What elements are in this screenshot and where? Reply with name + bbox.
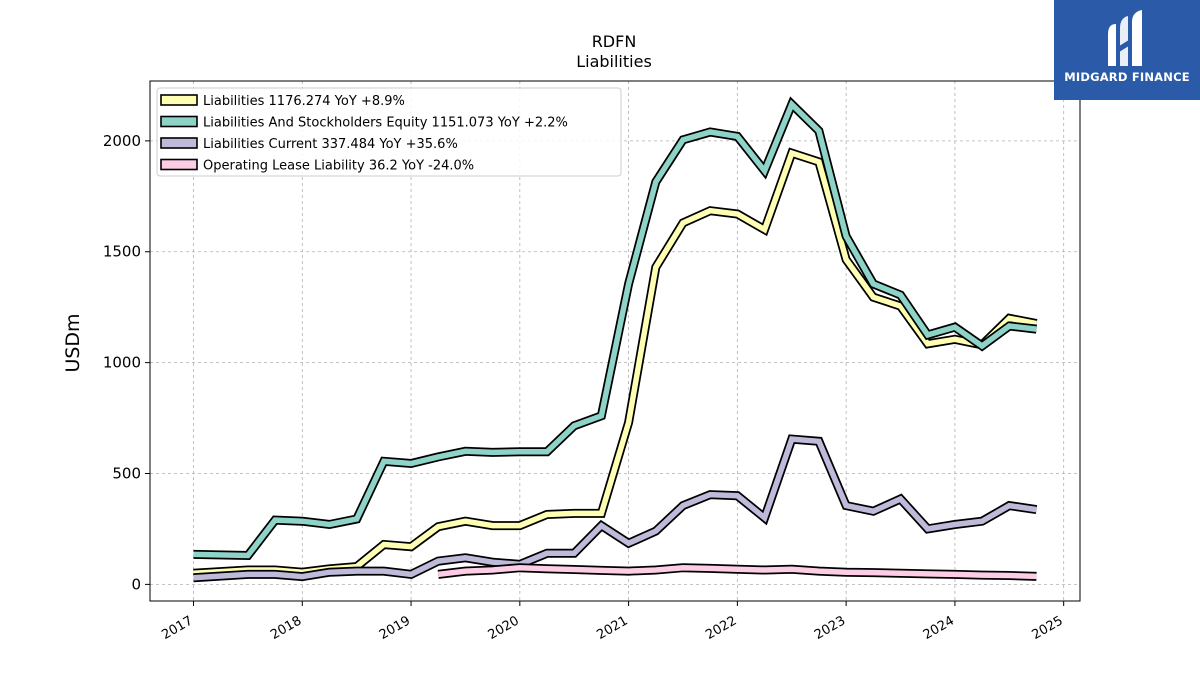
series-3 bbox=[437, 563, 1037, 581]
legend-swatch bbox=[160, 115, 198, 128]
series-2 bbox=[193, 434, 1038, 583]
legend-box bbox=[156, 87, 622, 177]
x-axis: 2017 2018 2019 2020 2021 2022 2023 2024 2025 bbox=[159, 601, 1066, 643]
legend: Liabilities 1176.274 YoY +8.9% Liabilitie… bbox=[156, 87, 622, 177]
legend-swatch bbox=[160, 94, 198, 106]
brand-name: MIDGARD FINANCE bbox=[1064, 70, 1190, 84]
midgard-logo-icon bbox=[1108, 10, 1142, 66]
x-tick-label: 2019 bbox=[377, 613, 413, 643]
chart-title: RDFN bbox=[592, 32, 637, 51]
y-axis-label: USDm bbox=[62, 313, 84, 372]
x-tick-label: 2022 bbox=[703, 613, 739, 643]
x-tick-label: 2021 bbox=[594, 613, 630, 643]
series-line bbox=[193, 99, 1037, 559]
legend-label: Liabilities Current 337.484 YoY +35.6% bbox=[203, 137, 458, 152]
x-tick-label: 2024 bbox=[921, 613, 957, 643]
chart-subtitle: Liabilities bbox=[576, 52, 652, 71]
y-tick-label: 0 bbox=[131, 575, 141, 593]
brand-logo: MIDGARD FINANCE bbox=[1054, 0, 1200, 100]
legend-swatch bbox=[160, 137, 198, 149]
y-tick-label: 500 bbox=[112, 464, 141, 482]
legend-label: Operating Lease Liability 36.2 YoY -24.0… bbox=[203, 159, 474, 174]
y-tick-label: 1000 bbox=[103, 354, 141, 372]
legend-swatch bbox=[160, 158, 198, 171]
x-tick-label: 2020 bbox=[486, 613, 522, 643]
x-tick-label: 2017 bbox=[159, 613, 195, 643]
series-line bbox=[193, 436, 1037, 581]
x-tick-label: 2023 bbox=[812, 613, 848, 643]
series-layer bbox=[193, 96, 1038, 583]
x-tick-label: 2025 bbox=[1030, 613, 1066, 643]
y-tick-label: 2000 bbox=[103, 132, 141, 150]
legend-label: Liabilities And Stockholders Equity 1151… bbox=[203, 116, 568, 131]
plot-frame bbox=[149, 80, 1081, 602]
series-1 bbox=[193, 96, 1038, 561]
x-tick-label: 2018 bbox=[268, 613, 304, 643]
legend-label: Liabilities 1176.274 YoY +8.9% bbox=[203, 94, 405, 109]
y-tick-label: 1500 bbox=[103, 243, 141, 261]
series-line bbox=[437, 564, 1037, 580]
y-axis: 0 500 1000 1500 2000 bbox=[103, 132, 150, 593]
